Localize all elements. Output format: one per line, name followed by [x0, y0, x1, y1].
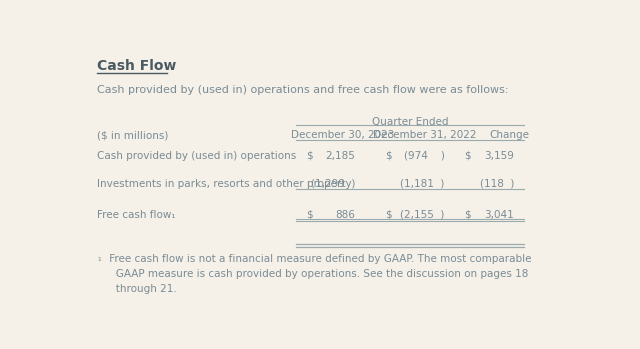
Text: 2,185: 2,185 — [325, 151, 355, 161]
Text: Cash provided by (used in) operations: Cash provided by (used in) operations — [97, 151, 296, 161]
Text: $: $ — [385, 151, 392, 161]
Text: (1,299  ): (1,299 ) — [311, 179, 355, 189]
Text: December 30, 2023: December 30, 2023 — [291, 130, 395, 140]
Text: December 31, 2022: December 31, 2022 — [373, 130, 476, 140]
Text: $: $ — [465, 210, 471, 220]
Text: Change: Change — [489, 130, 529, 140]
Text: $: $ — [465, 151, 471, 161]
Text: Free cash flow₁: Free cash flow₁ — [97, 210, 176, 220]
Text: (974    ): (974 ) — [404, 151, 445, 161]
Text: Cash provided by (used in) operations and free cash flow were as follows:: Cash provided by (used in) operations an… — [97, 85, 509, 95]
Text: Free cash flow is not a financial measure defined by GAAP. The most comparable
 : Free cash flow is not a financial measur… — [106, 254, 532, 294]
Text: (2,155  ): (2,155 ) — [400, 210, 445, 220]
Text: 886: 886 — [335, 210, 355, 220]
Text: (1,181  ): (1,181 ) — [400, 179, 445, 189]
Text: 3,041: 3,041 — [484, 210, 514, 220]
Text: Investments in parks, resorts and other property: Investments in parks, resorts and other … — [97, 179, 352, 189]
Text: ₁: ₁ — [97, 254, 101, 263]
Text: 3,159: 3,159 — [484, 151, 514, 161]
Text: Quarter Ended: Quarter Ended — [372, 117, 448, 127]
Text: Cash Flow: Cash Flow — [97, 59, 177, 73]
Text: $: $ — [385, 210, 392, 220]
Text: (118  ): (118 ) — [479, 179, 514, 189]
Text: $: $ — [306, 151, 312, 161]
Text: $: $ — [306, 210, 312, 220]
Text: ($ in millions): ($ in millions) — [97, 130, 169, 140]
